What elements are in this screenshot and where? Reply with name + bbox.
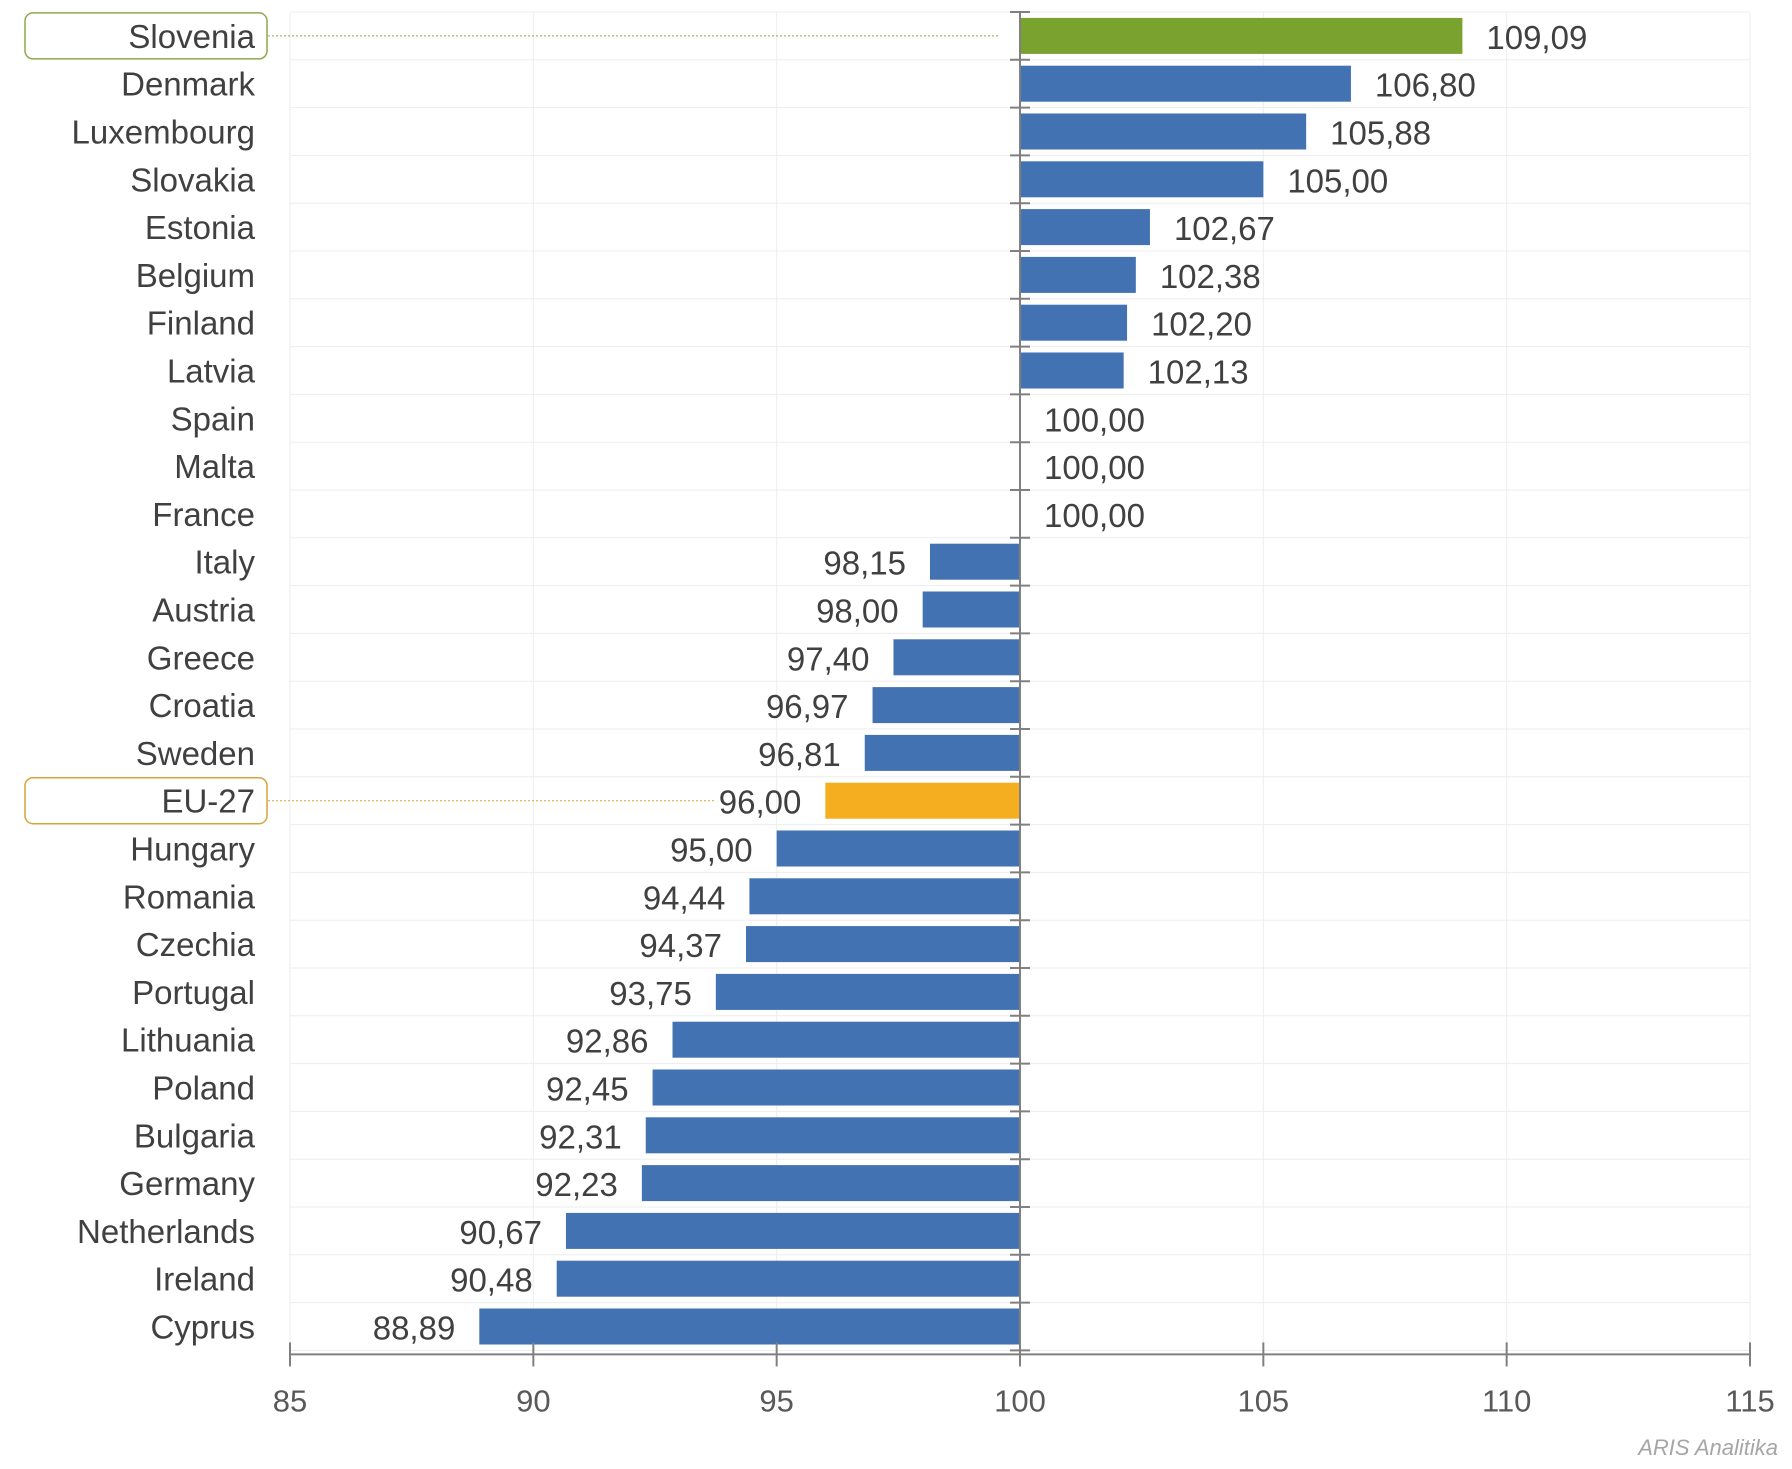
bar-italy: [929, 543, 1020, 580]
value-label: 102,67: [1174, 210, 1275, 247]
x-tick-label: 85: [273, 1383, 307, 1418]
bar-latvia: [1020, 352, 1124, 389]
x-tick-label: 100: [994, 1383, 1046, 1418]
category-label: Czechia: [136, 926, 256, 963]
category-label: Luxembourg: [72, 114, 255, 151]
value-label: 100,00: [1044, 449, 1145, 486]
bar-portugal: [715, 973, 1020, 1010]
bars-layer: [479, 17, 1463, 1345]
source-credit: ARIS Analitika: [1636, 1435, 1778, 1460]
value-label: 98,00: [816, 593, 899, 630]
bar-denmark: [1020, 65, 1351, 102]
x-tick-label: 90: [516, 1383, 550, 1418]
value-label: 90,48: [450, 1262, 533, 1299]
value-label: 96,97: [766, 688, 849, 725]
bar-finland: [1020, 304, 1128, 341]
category-label: Slovenia: [128, 18, 255, 55]
category-label: EU-27: [161, 783, 255, 820]
value-label: 102,38: [1160, 258, 1261, 295]
value-label: 105,00: [1287, 162, 1388, 199]
category-label: Portugal: [132, 974, 255, 1011]
value-label: 100,00: [1044, 401, 1145, 438]
category-label: Romania: [123, 878, 256, 915]
category-label: Hungary: [130, 831, 255, 868]
value-label: 92,86: [566, 1023, 649, 1060]
category-label: Poland: [152, 1070, 255, 1107]
value-label: 92,45: [546, 1071, 629, 1108]
category-label: Slovakia: [130, 161, 255, 198]
category-label: Lithuania: [121, 1022, 256, 1059]
bar-croatia: [872, 687, 1020, 724]
category-label: Italy: [194, 544, 255, 581]
category-label: Germany: [119, 1165, 255, 1202]
bar-estonia: [1020, 209, 1150, 246]
x-tick-label: 105: [1237, 1383, 1289, 1418]
bar-sweden: [864, 734, 1020, 771]
axis-layer: [289, 11, 1751, 1367]
x-tick-labels: 85 90 95 100 105 110 115: [273, 1383, 1775, 1418]
value-label: 106,80: [1375, 67, 1476, 104]
bar-cyprus: [479, 1308, 1020, 1345]
category-label: Netherlands: [77, 1213, 255, 1250]
category-label: Ireland: [154, 1261, 255, 1298]
bar-czechia: [746, 926, 1020, 963]
category-label: France: [152, 496, 255, 533]
bar-hungary: [776, 830, 1020, 867]
category-label: Malta: [174, 448, 255, 485]
bar-lithuania: [672, 1021, 1020, 1058]
bar-belgium: [1020, 256, 1136, 293]
value-label: 92,23: [535, 1166, 618, 1203]
highlight-frame-slovenia: [24, 12, 268, 60]
bar-romania: [749, 878, 1020, 915]
category-label: Greece: [147, 639, 255, 676]
bar-greece: [893, 639, 1020, 676]
x-tick-label: 110: [1482, 1383, 1531, 1418]
value-label: 96,00: [719, 784, 802, 821]
bar-germany: [641, 1165, 1020, 1202]
category-label: Cyprus: [150, 1309, 255, 1346]
bar-austria: [922, 591, 1020, 628]
bar-slovakia: [1020, 161, 1264, 198]
category-label: Latvia: [167, 353, 256, 390]
value-label: 92,31: [539, 1118, 622, 1155]
value-label: 100,00: [1044, 497, 1145, 534]
category-label: Austria: [152, 592, 255, 629]
value-label: 98,15: [823, 545, 906, 582]
value-label: 94,44: [643, 879, 726, 916]
value-label: 105,88: [1330, 115, 1431, 152]
category-label: Denmark: [121, 66, 255, 103]
value-label: 88,89: [373, 1310, 456, 1347]
value-label: 95,00: [670, 832, 753, 869]
bar-ireland: [556, 1260, 1020, 1297]
category-labels: Slovenia Denmark Luxembourg Slovakia Estonia…: [72, 18, 256, 1346]
value-label: 93,75: [609, 975, 692, 1012]
category-label: Belgium: [136, 257, 255, 294]
category-label: Croatia: [149, 687, 256, 724]
value-label: 102,20: [1151, 306, 1252, 343]
value-label: 96,81: [758, 736, 841, 773]
bar-bulgaria: [645, 1117, 1020, 1154]
value-label: 94,37: [639, 927, 722, 964]
category-label: Estonia: [145, 209, 256, 246]
x-tick-label: 95: [759, 1383, 793, 1418]
bar-slovenia: [1020, 17, 1463, 54]
bar-luxembourg: [1020, 113, 1307, 150]
bar-poland: [652, 1069, 1020, 1106]
category-label: Bulgaria: [134, 1117, 256, 1154]
value-labels: 109,09 106,80 105,88 105,00 102,67 102,38 102,…: [373, 19, 1588, 1347]
value-label: 90,67: [459, 1214, 542, 1251]
highlight-layer: [24, 12, 1000, 825]
category-label: Finland: [147, 305, 255, 342]
x-tick-label: 115: [1725, 1383, 1774, 1418]
category-label: Spain: [171, 400, 255, 437]
highlight-frame-eu-27: [24, 776, 268, 825]
bar-eu-27: [825, 782, 1020, 819]
bar-netherlands: [565, 1212, 1020, 1249]
value-label: 97,40: [787, 640, 870, 677]
value-label: 109,09: [1486, 19, 1587, 56]
category-label: Sweden: [136, 735, 255, 772]
value-label: 102,13: [1148, 354, 1249, 391]
